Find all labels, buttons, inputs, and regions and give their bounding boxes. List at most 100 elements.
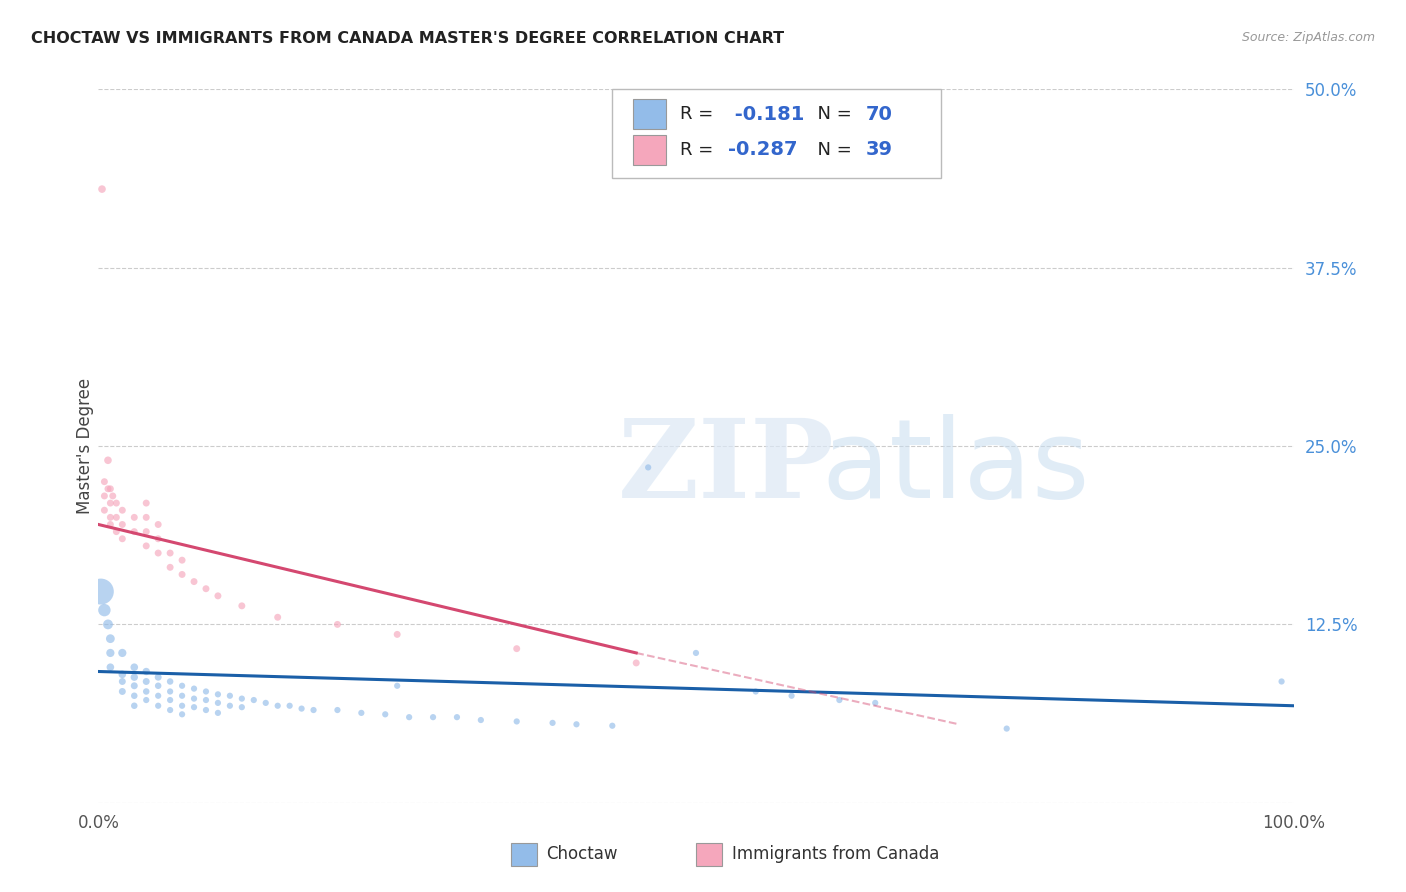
Point	[195, 582, 218, 596]
Point	[135, 674, 157, 689]
Point	[111, 684, 134, 698]
Point	[148, 517, 170, 532]
Point	[995, 722, 1018, 736]
Point	[90, 584, 112, 599]
Point	[124, 524, 146, 539]
Point	[565, 717, 588, 731]
Point	[506, 641, 529, 656]
Point	[97, 453, 120, 467]
Point	[135, 693, 157, 707]
Point	[124, 689, 146, 703]
Point	[135, 496, 157, 510]
Point	[135, 684, 157, 698]
Point	[183, 681, 205, 696]
Point	[172, 679, 194, 693]
Point	[183, 700, 205, 714]
Point	[159, 693, 181, 707]
Point	[105, 510, 128, 524]
Point	[148, 698, 170, 713]
Text: Choctaw: Choctaw	[547, 846, 619, 863]
FancyBboxPatch shape	[633, 135, 666, 165]
Point	[398, 710, 420, 724]
Text: 39: 39	[866, 140, 893, 160]
Text: atlas: atlas	[821, 414, 1090, 521]
Point	[172, 698, 194, 713]
Point	[207, 706, 229, 720]
Point	[470, 713, 492, 727]
Point	[267, 610, 290, 624]
Point	[195, 684, 218, 698]
Point	[105, 524, 128, 539]
Point	[111, 646, 134, 660]
Point	[219, 698, 242, 713]
Point	[111, 503, 134, 517]
Point	[159, 560, 181, 574]
Point	[98, 482, 122, 496]
Point	[93, 489, 115, 503]
Point	[159, 703, 181, 717]
Point	[93, 503, 115, 517]
Text: Immigrants from Canada: Immigrants from Canada	[733, 846, 939, 863]
Point	[685, 646, 707, 660]
Point	[602, 719, 624, 733]
Text: N =: N =	[806, 105, 858, 123]
Point	[231, 691, 253, 706]
Y-axis label: Master's Degree: Master's Degree	[76, 378, 94, 514]
Point	[326, 617, 349, 632]
Point	[98, 517, 122, 532]
Point	[148, 670, 170, 684]
Point	[97, 482, 120, 496]
Point	[148, 689, 170, 703]
Point	[159, 684, 181, 698]
Point	[745, 684, 768, 698]
Point	[254, 696, 277, 710]
Text: 70: 70	[866, 104, 893, 124]
Point	[124, 660, 146, 674]
Point	[172, 689, 194, 703]
Point	[111, 532, 134, 546]
Point	[865, 696, 887, 710]
FancyBboxPatch shape	[613, 89, 941, 178]
Point	[97, 617, 120, 632]
Point	[350, 706, 373, 720]
Point	[135, 510, 157, 524]
Point	[172, 707, 194, 722]
Point	[385, 627, 409, 641]
Text: R =: R =	[681, 141, 720, 159]
Point	[111, 667, 134, 681]
Point	[124, 679, 146, 693]
Point	[506, 714, 529, 729]
Point	[111, 517, 134, 532]
Text: Source: ZipAtlas.com: Source: ZipAtlas.com	[1241, 31, 1375, 45]
Point	[207, 687, 229, 701]
Point	[148, 679, 170, 693]
Point	[91, 182, 114, 196]
Point	[207, 696, 229, 710]
Point	[231, 700, 253, 714]
Point	[172, 553, 194, 567]
Point	[93, 603, 115, 617]
Point	[626, 656, 648, 670]
Point	[93, 475, 115, 489]
Point	[1271, 674, 1294, 689]
Text: -0.181: -0.181	[728, 104, 804, 124]
FancyBboxPatch shape	[633, 99, 666, 129]
Point	[159, 546, 181, 560]
Point	[828, 693, 851, 707]
Point	[183, 691, 205, 706]
Point	[124, 670, 146, 684]
Point	[207, 589, 229, 603]
Point	[148, 546, 170, 560]
Point	[135, 539, 157, 553]
Point	[422, 710, 444, 724]
Point	[135, 524, 157, 539]
Point	[98, 646, 122, 660]
Point	[124, 510, 146, 524]
Point	[98, 510, 122, 524]
Point	[148, 532, 170, 546]
Point	[326, 703, 349, 717]
Point	[267, 698, 290, 713]
Point	[278, 698, 301, 713]
Text: R =: R =	[681, 105, 720, 123]
Point	[637, 460, 659, 475]
